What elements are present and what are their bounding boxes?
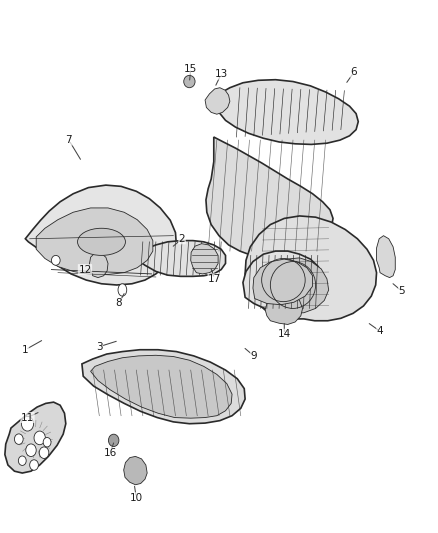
Text: 7: 7 <box>66 135 72 145</box>
Text: 5: 5 <box>399 286 405 296</box>
Ellipse shape <box>21 416 34 431</box>
Polygon shape <box>124 456 147 484</box>
Text: 17: 17 <box>208 274 221 284</box>
Ellipse shape <box>43 438 51 447</box>
Polygon shape <box>82 350 245 424</box>
Ellipse shape <box>14 434 23 445</box>
Ellipse shape <box>26 444 36 457</box>
Text: 9: 9 <box>251 351 257 361</box>
Polygon shape <box>265 293 303 325</box>
Text: 14: 14 <box>278 329 291 340</box>
Ellipse shape <box>34 431 46 445</box>
Text: 3: 3 <box>96 342 102 352</box>
Polygon shape <box>245 216 377 321</box>
Text: 8: 8 <box>116 298 122 309</box>
Polygon shape <box>206 137 333 257</box>
Ellipse shape <box>39 447 49 458</box>
Text: 11: 11 <box>21 413 34 423</box>
Polygon shape <box>219 80 358 144</box>
Ellipse shape <box>78 228 125 255</box>
Text: 12: 12 <box>78 264 92 274</box>
Text: 15: 15 <box>184 64 198 74</box>
Ellipse shape <box>18 456 26 465</box>
Polygon shape <box>91 356 232 418</box>
Text: 4: 4 <box>377 326 383 336</box>
Text: 2: 2 <box>179 234 185 244</box>
Polygon shape <box>205 88 230 114</box>
Polygon shape <box>25 185 177 285</box>
Polygon shape <box>191 244 218 274</box>
Polygon shape <box>259 258 328 313</box>
Text: 6: 6 <box>350 67 357 77</box>
Polygon shape <box>36 208 153 274</box>
Text: 16: 16 <box>103 448 117 458</box>
Ellipse shape <box>51 255 60 265</box>
Polygon shape <box>136 240 226 277</box>
Text: 1: 1 <box>22 345 28 355</box>
Polygon shape <box>377 236 395 278</box>
Ellipse shape <box>30 460 39 470</box>
Polygon shape <box>243 251 323 311</box>
Polygon shape <box>5 402 66 473</box>
Ellipse shape <box>184 75 195 88</box>
Ellipse shape <box>109 434 119 447</box>
Polygon shape <box>89 253 108 278</box>
Text: 10: 10 <box>130 492 143 503</box>
Polygon shape <box>253 259 313 305</box>
Text: 13: 13 <box>215 69 228 79</box>
Ellipse shape <box>118 284 127 296</box>
